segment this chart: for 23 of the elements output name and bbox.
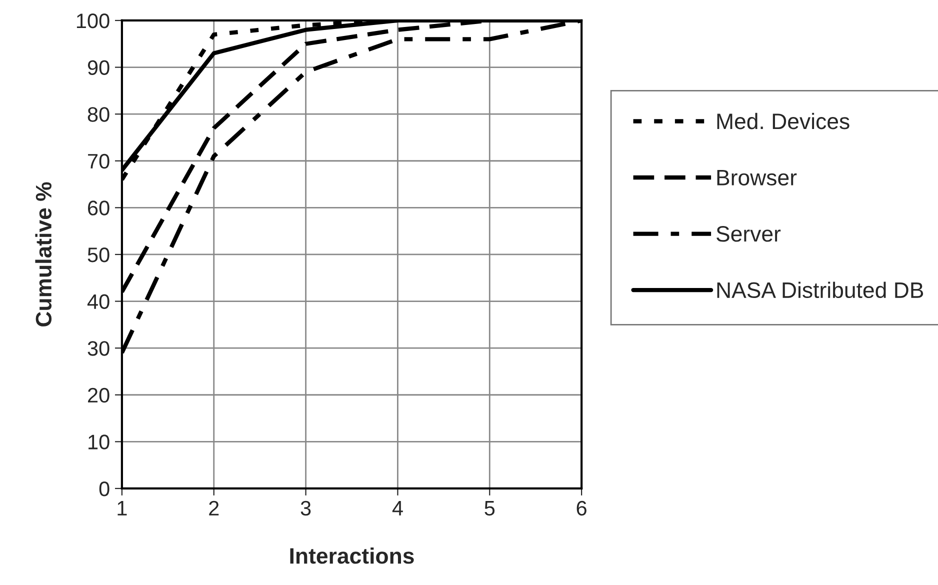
y-tick-label: 60 — [88, 200, 110, 216]
legend-label: NASA Distributed DB — [717, 282, 924, 298]
x-tick-label: 3 — [300, 500, 311, 516]
y-tick-label: 20 — [88, 388, 110, 403]
y-axis-title: Cumulative % — [35, 182, 52, 326]
x-tick-label: 6 — [576, 500, 586, 516]
x-axis-title: Interactions — [290, 547, 414, 564]
y-tick-label: 0 — [99, 481, 110, 496]
y-tick-label: 10 — [88, 434, 110, 450]
x-tick-label: 5 — [484, 501, 495, 516]
legend-label: Med. Devices — [717, 112, 850, 130]
y-tick-label: 100 — [76, 13, 110, 28]
y-tick-label: 90 — [88, 60, 110, 76]
y-tick-label: 80 — [88, 107, 110, 122]
y-tick-label: 70 — [88, 154, 110, 169]
y-tick-label: 40 — [87, 294, 110, 310]
y-tick-label: 50 — [88, 247, 110, 262]
x-tick-label: 1 — [118, 501, 127, 516]
x-tick-label: 2 — [209, 500, 219, 516]
y-tick-label: 30 — [88, 341, 110, 356]
legend-label: Server — [716, 226, 781, 242]
x-tick-label: 4 — [392, 501, 403, 516]
legend-label: Browser — [717, 170, 797, 186]
